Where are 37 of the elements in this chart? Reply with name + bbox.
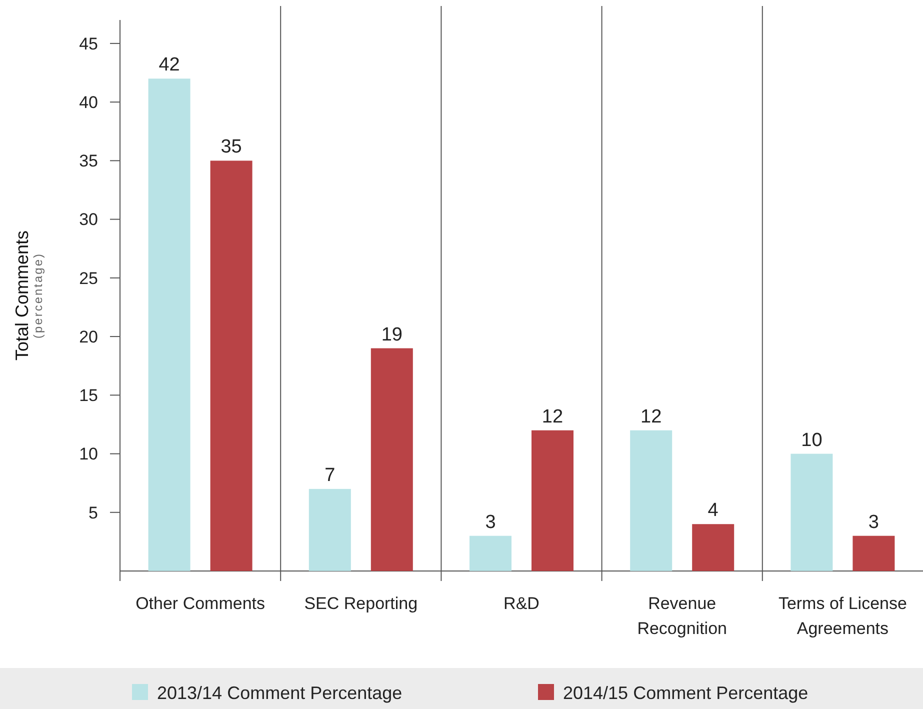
legend-label: 2014/15 Comment Percentage (563, 683, 808, 703)
x-tick-label: R&D (504, 594, 540, 613)
y-tick-label: 20 (79, 327, 98, 346)
y-tick-label: 45 (79, 34, 98, 54)
y-tick-label: 25 (79, 268, 98, 288)
y-tick-label: 35 (79, 152, 98, 171)
data-label: 7 (324, 464, 336, 486)
bar (532, 430, 574, 571)
bar (210, 160, 252, 571)
data-label: 19 (381, 324, 402, 346)
bar (370, 348, 413, 571)
legend-label: 2013/14 Comment Percentage (157, 683, 402, 703)
data-label: 3 (485, 512, 496, 533)
y-tick-label: 40 (79, 93, 98, 112)
data-label: 35 (220, 136, 242, 158)
y-tick-label: 5 (88, 503, 98, 522)
x-tick-label: Revenue Recognition (637, 594, 727, 638)
bar (692, 524, 734, 571)
y-axis-title: Total Comments (percentage) (12, 230, 45, 361)
data-label: 10 (801, 430, 822, 451)
data-label: 3 (868, 512, 879, 533)
y-tick-label: 10 (79, 444, 98, 464)
data-label: 42 (158, 54, 180, 76)
data-label: 4 (708, 500, 719, 522)
y-tick-label: 30 (79, 210, 98, 230)
x-tick-label: SEC Reporting (304, 594, 418, 613)
data-label: 12 (640, 406, 662, 428)
bar (308, 488, 351, 571)
bar (852, 536, 895, 571)
bar (148, 78, 190, 571)
x-tick-label: Terms of License Agreements (778, 594, 907, 638)
bar (790, 454, 833, 571)
bar (470, 536, 512, 571)
y-tick-label: 15 (79, 386, 98, 406)
data-label: 12 (542, 406, 564, 428)
bar (630, 430, 672, 571)
x-tick-label: Other Comments (136, 594, 266, 613)
